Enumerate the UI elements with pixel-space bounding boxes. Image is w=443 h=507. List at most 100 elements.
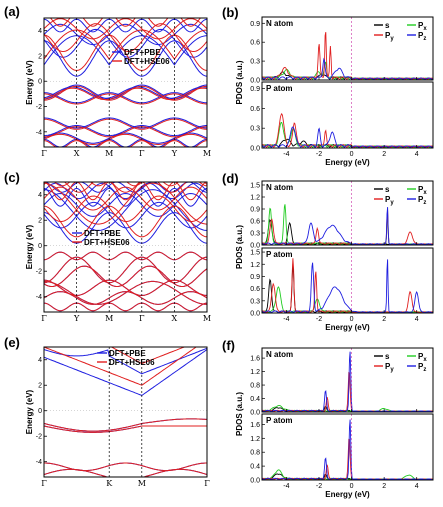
pdos-curve-pz [262, 351, 433, 412]
band-line-hse [44, 126, 207, 138]
band-line-hse [44, 462, 207, 472]
legend-label: Px [418, 21, 427, 32]
band-line-hse [44, 291, 207, 305]
atom-label: N atom [266, 19, 293, 28]
y-tick-label: 0 [38, 243, 42, 250]
y-tick-label: 1.5 [250, 250, 260, 257]
y-tick-label: 0.6 [250, 219, 260, 226]
band-line-hse [44, 418, 207, 432]
y-tick-label: 1.2 [250, 262, 260, 269]
y-tick-label: 0.4 [250, 464, 260, 471]
band-line-hse [44, 265, 207, 287]
atom-label: P atom [266, 416, 293, 425]
x-axis-label: Energy (eV) [325, 158, 370, 167]
panel-label: (f) [222, 338, 235, 353]
y-tick-label: -4 [36, 294, 42, 301]
band-line-hse [44, 302, 207, 312]
legend-label: Py [385, 362, 394, 373]
band-line-hse [44, 186, 207, 211]
band-line-hse [44, 195, 207, 222]
y-tick-label: 0.3 [250, 298, 260, 305]
x-tick-label: -4 [283, 151, 289, 158]
y-tick-label: 0.3 [250, 59, 260, 66]
band-line-hse [44, 85, 207, 101]
band-line-pbe [44, 138, 207, 147]
band-line-hse [44, 29, 207, 60]
band-line-hse [44, 280, 207, 305]
x-tick-label: 4 [415, 151, 419, 158]
pdos-curve-pz [262, 419, 433, 480]
y-tick-label: -2 [36, 269, 42, 276]
pdos-curve-px [262, 469, 433, 480]
y-tick-label: 0.9 [250, 21, 260, 28]
y-axis-label: Energy (eV) [25, 224, 34, 269]
y-tick-label: 0.8 [250, 383, 260, 390]
plot-frame [261, 180, 434, 246]
band-line-pbe [44, 40, 207, 77]
panel-label: (c) [4, 170, 20, 185]
kpoint-label: Y [171, 149, 178, 158]
x-tick-label: 0 [350, 316, 354, 323]
y-tick-label: 0.8 [250, 450, 260, 457]
kpoint-label: Y [73, 314, 80, 323]
legend-label: DFT+HSE06 [124, 57, 170, 66]
y-tick-label: 0.0 [250, 78, 260, 85]
legend-label: Py [385, 31, 394, 42]
band-line-hse [44, 133, 207, 146]
pdos-curve-pz [262, 207, 433, 245]
legend-label: DFT+PBE [109, 349, 146, 358]
band-line-pbe [44, 18, 207, 33]
pdos-curve-pz [262, 259, 433, 313]
bands [44, 18, 207, 147]
band-line-hse [44, 18, 207, 40]
x-tick-label: 4 [415, 483, 419, 490]
band-line-pbe [44, 349, 207, 396]
band-line-hse [44, 23, 207, 53]
y-tick-label: 4 [38, 357, 42, 364]
legend-label: s [385, 21, 390, 30]
legend-label: s [385, 352, 390, 361]
x-tick-label: -4 [283, 483, 289, 490]
legend-label: Px [418, 185, 427, 196]
band-line-hse [44, 468, 207, 477]
legend-label: DFT+PBE [84, 229, 121, 238]
x-tick-label: 2 [382, 483, 386, 490]
y-axis-label: Energy (eV) [25, 60, 34, 105]
y-tick-label: 0.6 [250, 40, 260, 47]
band-line-pbe [44, 189, 207, 231]
legend-label: DFT+HSE06 [84, 238, 130, 247]
band-line-hse [44, 140, 207, 147]
band-line-pbe [44, 28, 207, 58]
band-line-pbe [44, 201, 207, 229]
band-line-hse [44, 182, 207, 193]
kpoint-label: Γ [41, 479, 47, 488]
x-axis-label: Energy (eV) [325, 323, 370, 332]
pdos-subpanel-p: 0.0 0.4 0.8 1.2 1.6 P atom -4 -2 0 2 4 Energy (eV) [250, 413, 434, 499]
kpoint-label: Γ [139, 149, 145, 158]
x-tick-label: -4 [283, 316, 289, 323]
legend-label: DFT+PBE [124, 48, 161, 57]
legend: s Px Py Pz [374, 352, 427, 373]
x-tick-label: -2 [316, 151, 322, 158]
plot-frame [43, 17, 208, 148]
y-tick-label: 1.2 [250, 436, 260, 443]
y-tick-label: 0.3 [250, 126, 260, 133]
legend-label: s [385, 185, 390, 194]
band-line-hse [44, 182, 207, 201]
plot-frame [43, 346, 208, 478]
y-tick-label: -4 [36, 459, 42, 466]
plot-frame [261, 247, 434, 314]
y-tick-label: 0.4 [250, 396, 260, 403]
legend: s Px Py Pz [374, 185, 427, 206]
legend-label: Pz [418, 31, 426, 42]
atom-label: P atom [266, 84, 293, 93]
band-line-hse [49, 18, 202, 27]
y-tick-label: 0.0 [250, 243, 260, 250]
x-tick-label: 4 [415, 316, 419, 323]
panel-label: (b) [222, 5, 239, 20]
y-tick-label: 0.0 [250, 146, 260, 153]
panel-label: (e) [4, 335, 20, 350]
legend-label: Py [385, 195, 394, 206]
atom-label: P atom [266, 250, 293, 259]
